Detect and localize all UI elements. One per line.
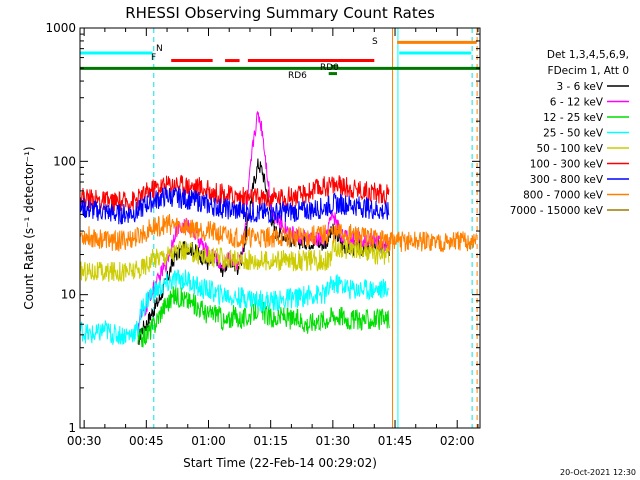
legend-item-label: 3 - 6 keV	[556, 81, 603, 93]
x-tick-label: 01:00	[191, 434, 226, 448]
plot-frame	[79, 27, 481, 429]
series-line-5	[79, 238, 390, 283]
series-line-8	[79, 213, 477, 253]
legend-item-label: 12 - 25 keV	[543, 112, 604, 124]
y-axis-ticks: 1 10 100 1000	[45, 21, 480, 435]
legend-item-label: 25 - 50 keV	[543, 128, 604, 140]
marker-f-label: F	[151, 53, 156, 63]
y-tick-label: 1	[68, 421, 76, 435]
y-tick-label: 10	[61, 288, 76, 302]
y-tick-label: 100	[53, 154, 76, 168]
x-axis-label: Start Time (22-Feb-14 00:29:02)	[183, 456, 377, 470]
legend-header-line-2: FDecim 1, Att 0	[548, 65, 629, 77]
marker-n-label: N	[156, 44, 163, 54]
series-line-7	[79, 186, 390, 225]
marker-s-label: S	[372, 37, 378, 47]
legend-item-label: 7000 - 15000 keV	[510, 205, 604, 217]
x-tick-label: 00:45	[129, 434, 164, 448]
legend-item-label: 50 - 100 keV	[536, 143, 603, 155]
x-tick-label: 02:00	[440, 434, 475, 448]
series-lines	[79, 110, 477, 348]
x-tick-label: 00:30	[67, 434, 102, 448]
legend-header-line-1: Det 1,3,4,5,6,9,	[547, 49, 629, 61]
generation-timestamp: 20-Oct-2021 12:30	[560, 468, 636, 477]
legend-item-label: 100 - 300 keV	[530, 159, 604, 171]
x-tick-label: 01:15	[253, 434, 288, 448]
x-tick-label: 01:45	[378, 434, 413, 448]
series-line-6	[79, 174, 390, 213]
series-line-4	[79, 269, 390, 345]
marker-rd0-label: RD0	[320, 63, 339, 73]
chart-title: RHESSI Observing Summary Count Rates	[125, 4, 435, 22]
series-line-1	[137, 158, 390, 346]
state-bars	[80, 40, 480, 76]
series-line-3	[137, 285, 390, 348]
x-axis-ticks: 00:30 00:45 01:00 01:15 01:30 01:45 02:00	[67, 28, 479, 448]
marker-lines	[153, 28, 478, 428]
legend: Det 1,3,4,5,6,9, FDecim 1, Att 0 3 - 6 k…	[510, 49, 629, 217]
legend-item-label: 800 - 7000 keV	[523, 190, 604, 202]
marker-rd6-label: RD6	[288, 71, 307, 81]
legend-item-label: 300 - 800 keV	[530, 174, 604, 186]
y-axis-label: Count Rate (s⁻¹ detector⁻¹)	[22, 146, 36, 309]
y-tick-label: 1000	[45, 21, 76, 35]
x-tick-label: 01:30	[316, 434, 351, 448]
plot-area	[79, 28, 480, 428]
legend-item-label: 6 - 12 keV	[550, 97, 604, 109]
